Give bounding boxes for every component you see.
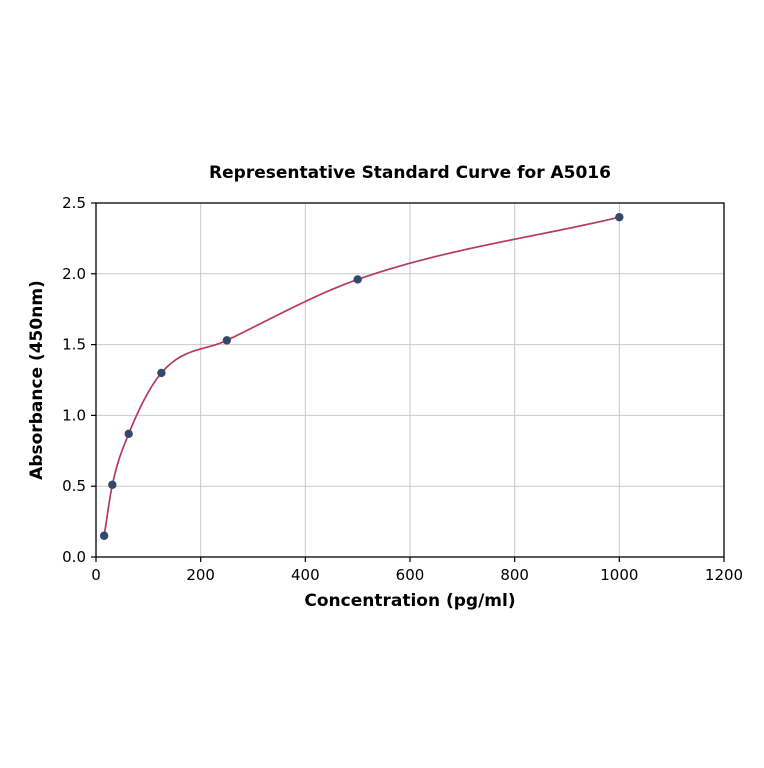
y-tick-label: 0.0 bbox=[62, 548, 86, 566]
data-point-marker bbox=[108, 480, 117, 489]
x-tick-label: 800 bbox=[500, 566, 529, 584]
y-tick-label: 1.5 bbox=[62, 336, 86, 354]
y-tick-label: 0.5 bbox=[62, 477, 86, 495]
x-tick-label: 1000 bbox=[600, 566, 638, 584]
data-point-marker bbox=[157, 368, 166, 378]
data-point-marker bbox=[99, 531, 109, 540]
tick-marks bbox=[91, 202, 725, 562]
x-tick-label: 1200 bbox=[705, 566, 743, 584]
fitted-curve bbox=[103, 216, 620, 536]
data-points bbox=[99, 212, 624, 540]
chart-title: Representative Standard Curve for A5016 bbox=[209, 163, 611, 183]
x-tick-label: 0 bbox=[91, 566, 101, 584]
y-axis-label: Absorbance (450nm) bbox=[27, 280, 47, 480]
tick-labels: 0 200 400 600 800 1000 1200 0.0 0.5 1.0 1.5 2.0 2.5 bbox=[62, 194, 743, 584]
y-tick-label: 1.0 bbox=[62, 406, 86, 424]
data-point-marker bbox=[615, 212, 624, 222]
data-point-marker bbox=[222, 336, 232, 345]
x-tick-label: 200 bbox=[186, 566, 215, 584]
y-tick-label: 2.5 bbox=[62, 194, 86, 212]
gridlines bbox=[96, 203, 724, 557]
x-axis-label: Concentration (pg/ml) bbox=[304, 591, 515, 611]
x-tick-label: 400 bbox=[291, 566, 320, 584]
y-tick-label: 2.0 bbox=[62, 265, 86, 283]
x-tick-label: 600 bbox=[396, 566, 425, 584]
data-point-marker bbox=[124, 429, 133, 439]
data-point-marker bbox=[353, 275, 362, 284]
